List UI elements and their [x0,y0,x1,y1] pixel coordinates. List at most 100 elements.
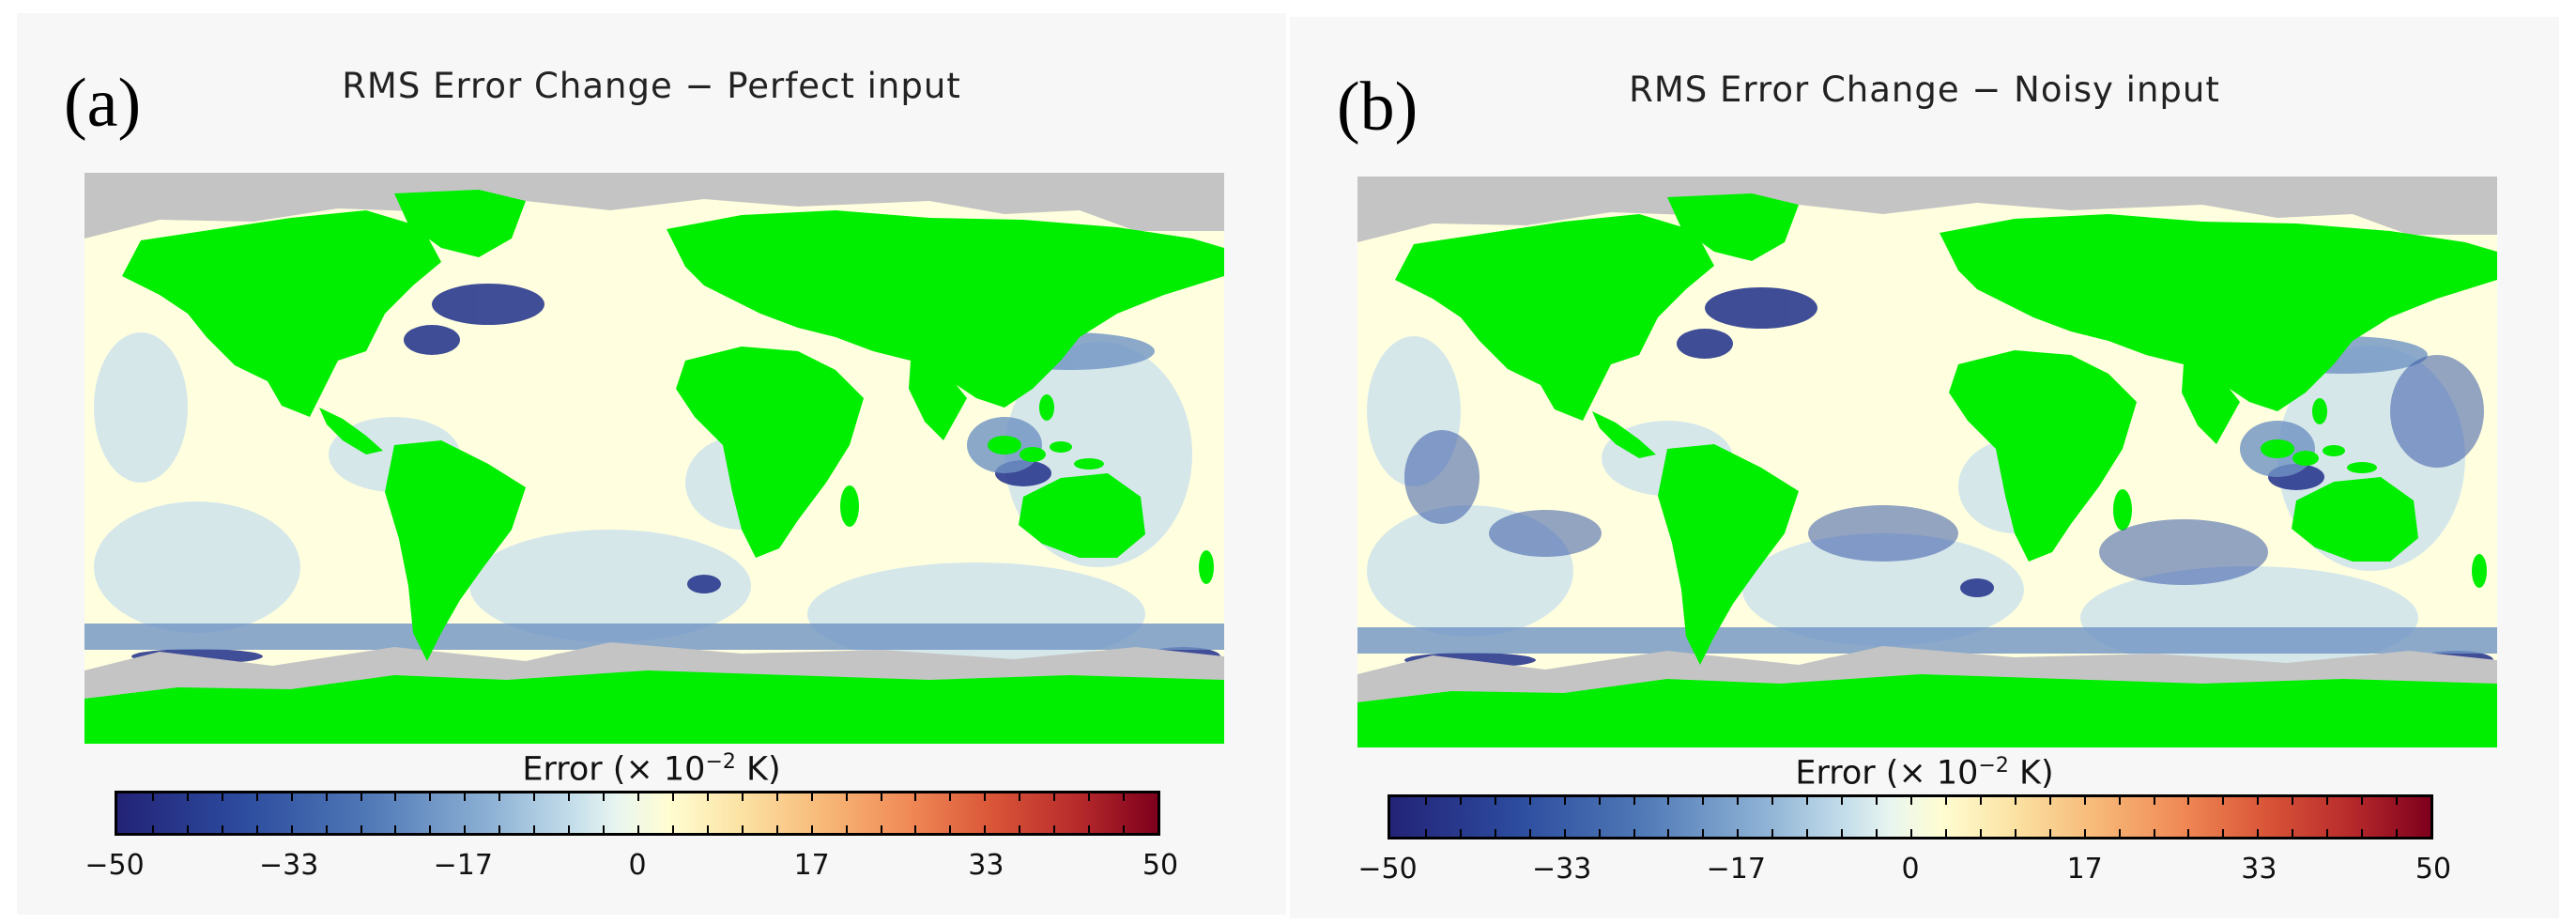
colorbar-tick [1771,829,1774,837]
colorbar-tick [1841,829,1844,837]
colorbar-label: Error (× 10−2 K) [522,750,781,789]
colorbar-tick [2361,829,2364,837]
colorbar-tick [186,825,189,833]
colorbar-tick [1459,797,1462,805]
colorbar-tick [1633,829,1635,837]
colorbar-tick-label: 0 [1901,853,1920,886]
colorbar-tick [290,793,293,801]
colorbar-tick [464,825,467,833]
colorbar-tick [2396,797,2399,805]
colorbar-tick [2326,829,2329,837]
colorbar-tick [1944,829,1947,837]
colorbar-tick [1979,829,1982,837]
colorbar-tick [880,825,882,833]
colorbar-tick [845,825,848,833]
colorbar-tick [1737,797,1740,805]
colorbar-tick [1771,797,1774,805]
colorbar-tick-label: 33 [2241,853,2277,886]
colorbar-tick [1876,829,1878,837]
colorbar-tick [1019,825,1021,833]
colorbar-tick [1019,793,1021,801]
colorbar-tick [880,793,882,801]
colorbar-tick [1702,829,1705,837]
colorbar-tick [498,825,501,833]
colorbar [1388,794,2433,839]
colorbar-tick [1737,829,1740,837]
colorbar-tick [1053,793,1056,801]
colorbar-tick [949,825,952,833]
colorbar-tick [1702,797,1705,805]
colorbar-tick-label: −33 [1532,853,1592,886]
colorbar-tick [1910,829,1912,837]
colorbar-tick [1123,793,1126,801]
colorbar-tick [914,825,917,833]
colorbar-tick [914,793,917,801]
colorbar-tick [671,825,674,833]
colorbar-tick [706,793,709,801]
colorbar-tick [533,793,536,801]
colorbar-tick [741,793,744,801]
colorbar-tick-label: −50 [1357,853,1418,886]
world-map-svg [84,173,1224,744]
colorbar-tick [1459,829,1462,837]
colorbar-tick [360,825,362,833]
colorbar-tick [949,793,952,801]
colorbar-tick [637,825,639,833]
colorbar-tick [151,825,154,833]
colorbar-tick [2326,797,2329,805]
colorbar-tick [221,793,223,801]
colorbar-tick [2014,829,2016,837]
colorbar-tick [1667,829,1670,837]
colorbar-tick [2257,829,2260,837]
colorbar-tick [603,793,606,801]
colorbar-tick-label: 33 [968,849,1004,882]
colorbar-tick [1910,797,1912,805]
colorbar-tick-label: 17 [793,849,830,882]
colorbar-tick-label: 17 [2066,853,2103,886]
colorbar-tick [984,793,987,801]
colorbar-tick [533,825,536,833]
colorbar-tick [810,793,813,801]
colorbar-tick [2187,797,2190,805]
colorbar-tick [568,825,571,833]
colorbar-tick [2222,829,2225,837]
colorbar-tick-label: −17 [1706,853,1766,886]
colorbar-tick [1088,825,1091,833]
colorbar-label: Error (× 10−2 K) [1795,754,2054,793]
colorbar-tick [255,793,258,801]
colorbar-tick [706,825,709,833]
colorbar-tick [1494,797,1496,805]
colorbar-tick [429,793,432,801]
colorbar-tick [2153,829,2155,837]
colorbar-tick [221,825,223,833]
panel-title: RMS Error Change − Perfect input [342,66,961,106]
colorbar-tick [2048,797,2051,805]
colorbar-tick [255,825,258,833]
colorbar-tick [2014,797,2016,805]
colorbar-tick [325,825,328,833]
colorbar-tick-label: −33 [259,849,319,882]
world-map [84,173,1224,744]
colorbar-tick [1563,797,1566,805]
colorbar-tick [1528,797,1531,805]
colorbar-tick [603,825,606,833]
colorbar-tick [1633,797,1635,805]
colorbar-tick [2118,797,2121,805]
colorbar-tick [1841,797,1844,805]
colorbar-tick [429,825,432,833]
colorbar-tick [498,793,501,801]
colorbar-tick [845,793,848,801]
colorbar-tick [1944,797,1947,805]
colorbar-tick [2118,829,2121,837]
colorbar-tick [2083,797,2086,805]
colorbar-tick [2292,797,2294,805]
colorbar-tick [984,825,987,833]
colorbar-tick [568,793,571,801]
colorbar-tick-label: 50 [1142,849,1179,882]
colorbar-tick [360,793,362,801]
colorbar-tick-label: −50 [84,849,145,882]
colorbar-tick-label: −17 [433,849,493,882]
panel-title: RMS Error Change − Noisy input [1629,69,2220,110]
colorbar-tick [1979,797,1982,805]
colorbar-tick [2153,797,2155,805]
